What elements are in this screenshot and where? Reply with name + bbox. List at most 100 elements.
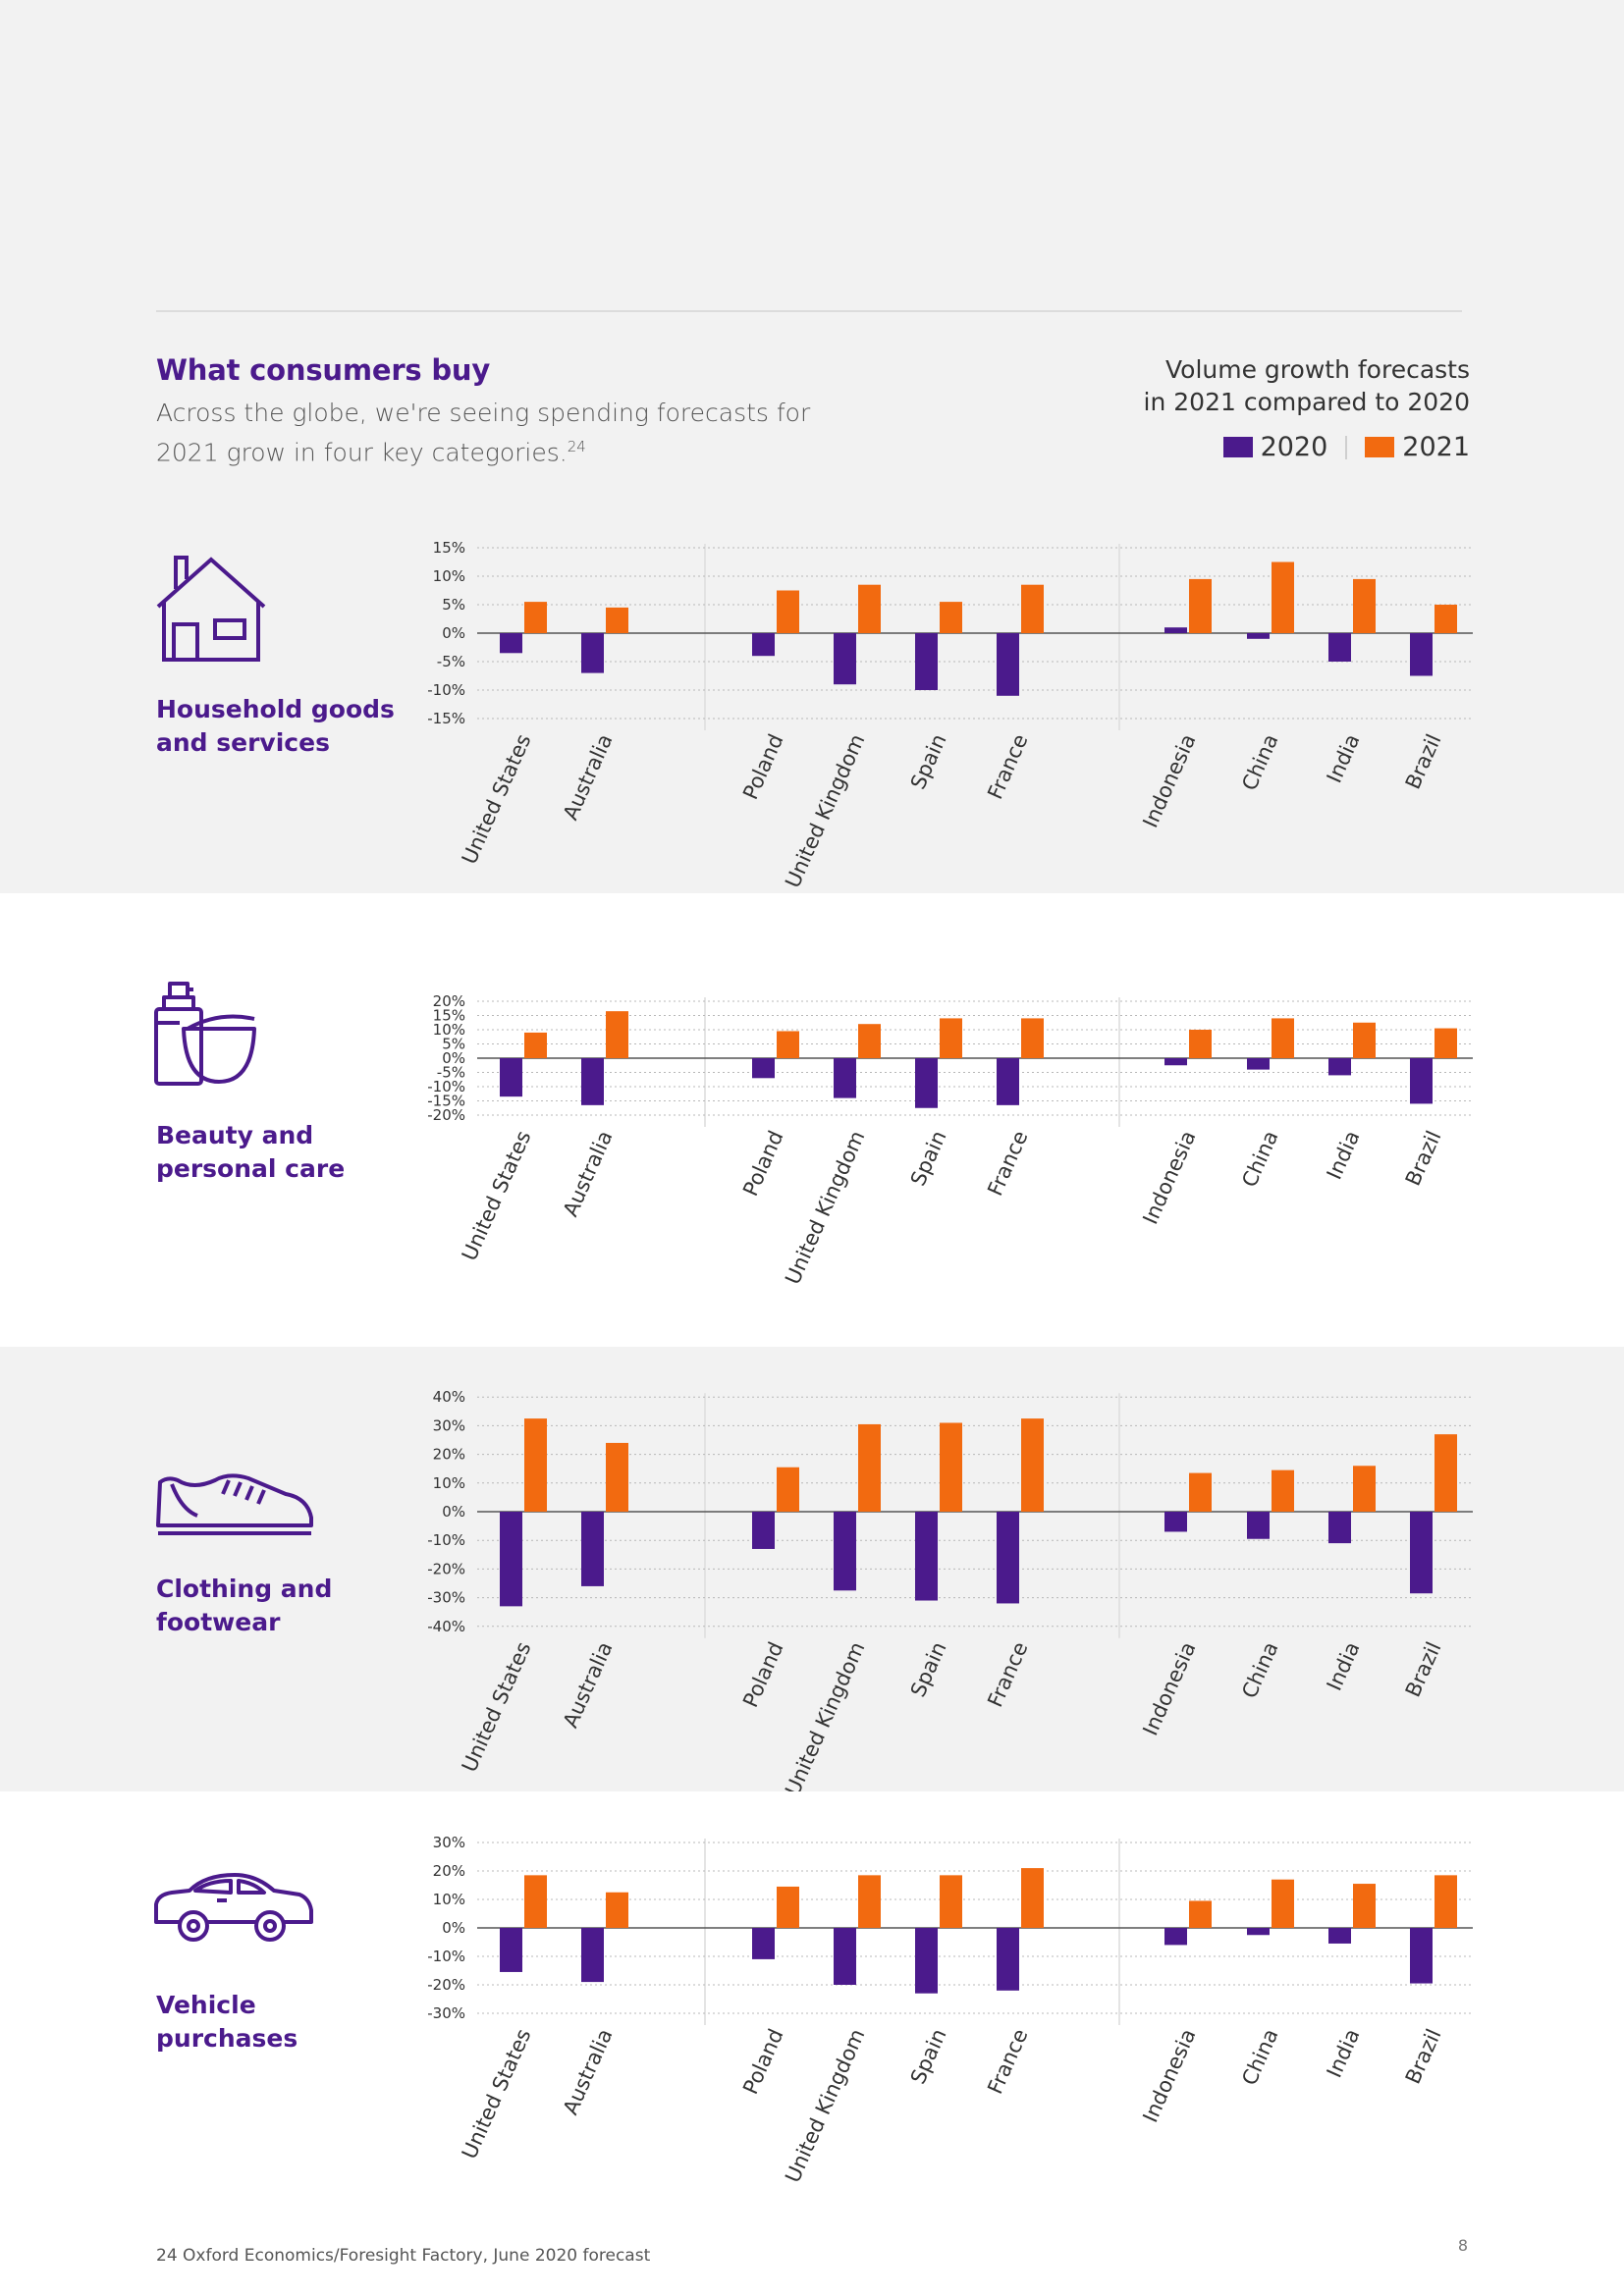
y-tick-label: 10% [433, 1891, 465, 1908]
category-label-clothing: Clothing and footwear [156, 1573, 332, 1639]
x-category-label: Australia [559, 730, 618, 824]
bar-2021-france [1021, 1018, 1044, 1058]
category-label-household: Household goods and services [156, 693, 395, 760]
bar-2021-australia [606, 1442, 628, 1512]
x-category-label: China [1237, 2025, 1282, 2089]
bar-2021-spain [940, 602, 962, 633]
bar-2020-united-states [500, 1058, 522, 1097]
x-category-label: India [1323, 2025, 1365, 2081]
y-tick-label: 20% [433, 992, 465, 1010]
x-category-label: Brazil [1401, 2025, 1446, 2087]
bar-2020-poland [752, 1512, 775, 1549]
bar-2020-brazil [1410, 1058, 1433, 1104]
x-category-label: United Kingdom [781, 2025, 869, 2186]
y-tick-label: -40% [427, 1618, 465, 1635]
category-label-line1: Household goods [156, 695, 395, 723]
bar-2020-brazil [1410, 1928, 1433, 1984]
bar-2021-brazil [1435, 605, 1457, 633]
bar-2021-india [1353, 1022, 1376, 1058]
bar-2020-france [997, 1058, 1019, 1105]
band-top [0, 0, 1624, 893]
bar-2020-spain [915, 1058, 938, 1108]
x-category-label: Indonesia [1138, 730, 1200, 831]
footnote-ref: 24 [567, 438, 586, 455]
x-category-label: France [983, 1638, 1032, 1711]
y-tick-label: -30% [427, 2004, 465, 2022]
y-tick-label: 30% [433, 1834, 465, 1851]
x-category-label: Spain [906, 1638, 951, 1700]
bar-2021-india [1353, 1884, 1376, 1928]
x-category-label: Australia [559, 1638, 618, 1732]
chart-clothing: 40% 30% 20% 10% 0% -10% -20% -30% -40% United Sta… [427, 1388, 1473, 1791]
y-tick-label: 30% [433, 1416, 465, 1434]
bar-2020-united-states [500, 1928, 522, 1972]
bar-2020-united-kingdom [834, 1512, 856, 1591]
bar-2021-indonesia [1189, 578, 1212, 633]
page-number: 8 [1457, 2236, 1468, 2255]
y-tick-label: -5% [437, 653, 465, 670]
beauty-products-icon [154, 982, 256, 1086]
chart-household: 15% 10% 5% 0% -5% -10% -15% United States Austra… [427, 539, 1473, 891]
y-tick-label: -10% [427, 681, 465, 699]
bar-2021-united-states [524, 1032, 547, 1058]
y-tick-label: 20% [433, 1446, 465, 1464]
y-tick-label: -15% [427, 1093, 465, 1110]
bar-2021-france [1021, 1868, 1044, 1928]
bar-2020-indonesia [1164, 1928, 1187, 1946]
bar-2020-indonesia [1164, 627, 1187, 633]
y-tick-label: 0% [442, 1919, 465, 1937]
bar-2021-brazil [1435, 1434, 1457, 1512]
bar-2020-france [997, 1928, 1019, 1991]
x-category-label: Poland [738, 730, 787, 803]
x-category-label: Spain [906, 730, 951, 792]
x-category-label: India [1323, 730, 1365, 786]
category-label-line1: Clothing and [156, 1575, 333, 1603]
house-icon [156, 556, 266, 662]
bar-2020-china [1247, 1928, 1270, 1936]
divider-rule [156, 310, 1462, 312]
bar-2021-united-kingdom [858, 584, 881, 633]
x-category-label: United States [458, 1127, 536, 1264]
x-category-label: Brazil [1401, 1638, 1446, 1700]
bar-2020-australia [581, 1512, 604, 1586]
x-category-label: United Kingdom [781, 1127, 869, 1288]
bar-2020-united-states [500, 1512, 522, 1607]
bar-2021-australia [606, 1011, 628, 1058]
y-tick-label: -10% [427, 1531, 465, 1549]
band-vehicle [0, 1791, 1624, 2296]
x-category-label: Australia [559, 2025, 618, 2118]
bar-2021-poland [777, 590, 799, 633]
legend-label-2021: 2021 [1402, 432, 1470, 462]
y-tick-label: -20% [427, 1976, 465, 1994]
bar-2021-united-kingdom [858, 1024, 881, 1058]
bar-2021-china [1272, 1018, 1294, 1058]
bar-2021-china [1272, 561, 1294, 633]
y-tick-label: 40% [433, 1388, 465, 1406]
x-category-label: Poland [738, 2025, 787, 2098]
x-category-label: China [1237, 730, 1282, 794]
intro-text-body: Across the globe, we're seeing spending … [156, 399, 811, 467]
bar-2021-india [1353, 578, 1376, 633]
category-label-line2: footwear [156, 1608, 281, 1636]
legend: 2020 2021 [1222, 432, 1470, 462]
bar-2020-india [1328, 1058, 1351, 1076]
volume-title-line2: in 2021 compared to 2020 [1143, 388, 1470, 416]
x-category-label: Brazil [1401, 1127, 1446, 1189]
y-tick-label: 10% [433, 567, 465, 585]
legend-swatch-2020 [1222, 437, 1253, 457]
bar-2021-spain [940, 1875, 962, 1928]
footnote: 24 Oxford Economics/Foresight Factory, J… [156, 2246, 651, 2266]
bar-2020-poland [752, 633, 775, 657]
x-category-label: France [983, 730, 1032, 803]
bar-2021-united-states [524, 1875, 547, 1928]
category-label-vehicle: Vehicle purchases [156, 1989, 298, 2056]
y-tick-label: 0% [442, 1049, 465, 1067]
y-tick-label: 0% [442, 624, 465, 642]
x-category-label: Indonesia [1138, 1638, 1200, 1739]
bar-2021-indonesia [1189, 1472, 1212, 1512]
y-tick-label: 15% [433, 539, 465, 557]
y-tick-label: 5% [442, 596, 465, 614]
page-title: What consumers buy [156, 353, 491, 387]
bar-2021-france [1021, 584, 1044, 633]
bar-2020-united-kingdom [834, 1058, 856, 1098]
